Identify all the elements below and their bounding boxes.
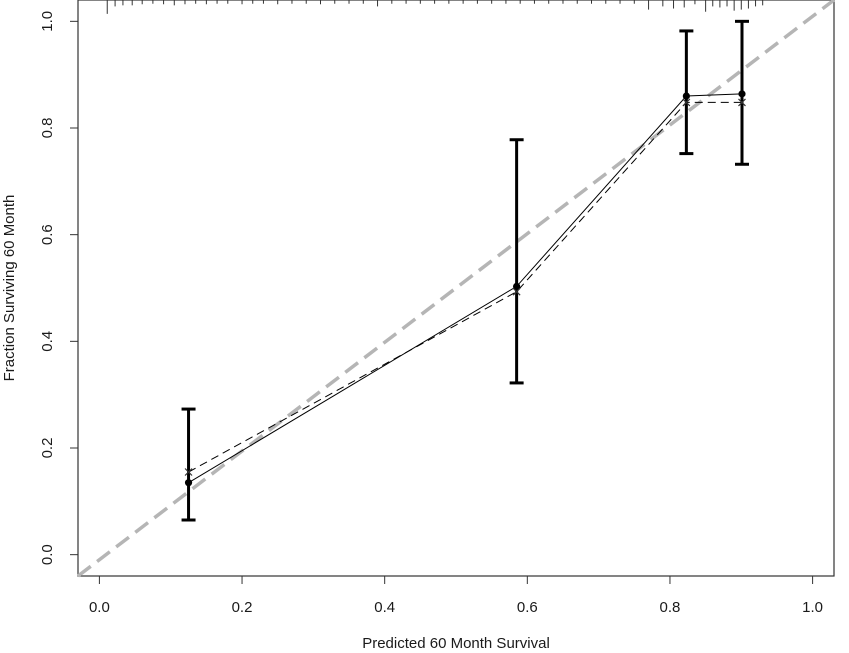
bias-corrected-marker-stroke — [738, 98, 746, 107]
y-tick-label: 0.6 — [39, 224, 56, 245]
ideal-line — [76, 0, 836, 578]
x-tick-label: 0.0 — [89, 599, 110, 616]
plot-frame — [77, 0, 835, 577]
bias-corrected-marker — [184, 468, 193, 476]
x-tick-label: 0.4 — [374, 599, 395, 616]
y-tick-label: 0.2 — [39, 438, 56, 459]
y-tick-label: 0.0 — [39, 544, 56, 565]
error-bars — [181, 19, 749, 522]
observed-line — [188, 93, 743, 484]
x-tick-label: 0.8 — [660, 599, 681, 616]
y-tick-label: 1.0 — [39, 11, 56, 32]
x-axis: 0.0 0.2 0.4 0.6 0.8 1.0 — [89, 576, 823, 616]
observed-point — [738, 90, 746, 98]
x-tick-label: 1.0 — [802, 599, 823, 616]
bias-corrected-line — [188, 101, 742, 473]
bias-corrected-marker — [682, 98, 691, 107]
bias-corrected-marker-stroke — [184, 468, 193, 476]
observed-point — [682, 92, 690, 100]
y-axis-label: Fraction Surviving 60 Month — [1, 195, 18, 382]
calibration-lines — [188, 93, 743, 484]
observed-point — [513, 282, 521, 290]
x-axis-label: Predicted 60 Month Survival — [362, 635, 550, 652]
observed-point — [184, 479, 193, 487]
bias-corrected-marker-stroke — [682, 98, 691, 107]
x-tick-label: 0.6 — [517, 599, 538, 616]
bias-corrected-marker — [738, 98, 746, 107]
y-axis: 0.0 0.2 0.4 0.6 0.8 1.0 — [39, 11, 78, 565]
y-tick-label: 0.4 — [39, 331, 56, 352]
ideal-reference-line — [76, 0, 836, 578]
bias-corrected-marker — [512, 287, 521, 296]
y-tick-label: 0.8 — [39, 118, 56, 139]
rug-ticks — [106, 0, 764, 14]
bias-corrected-points — [184, 98, 746, 476]
observed-points — [184, 90, 746, 487]
x-tick-label: 0.2 — [232, 599, 253, 616]
bias-corrected-marker-stroke — [512, 287, 521, 296]
